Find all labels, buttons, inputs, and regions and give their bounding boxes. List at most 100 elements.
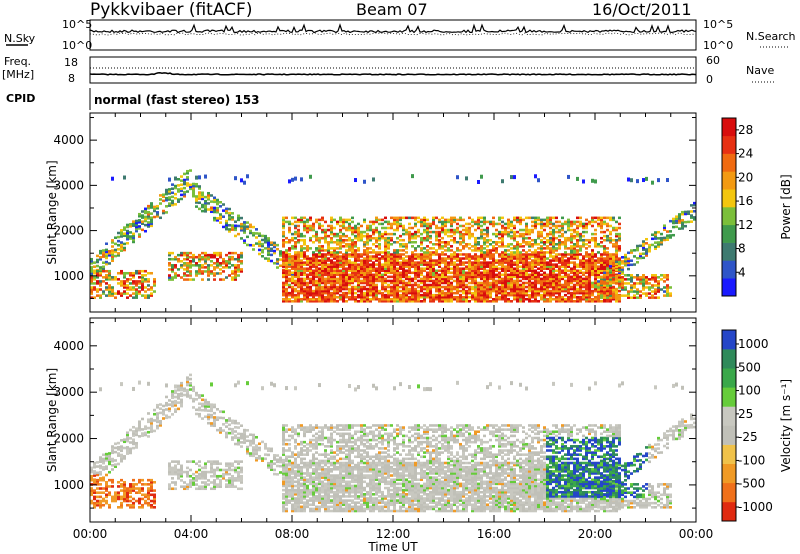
data-cell [108,276,111,279]
data-cell [270,253,273,257]
data-cell [483,283,486,287]
data-cell [477,216,480,220]
data-cell [399,273,402,277]
data-cell [537,253,540,256]
data-cell [174,274,177,277]
data-cell [606,222,609,226]
data-cell [357,232,360,236]
data-cell [315,238,318,242]
data-cell [486,240,489,244]
data-cell [462,257,465,260]
data-cell [150,292,153,295]
data-cell [339,277,342,281]
data-cell [192,194,195,198]
data-cell [393,300,396,303]
data-cell [549,285,552,289]
data-cell [411,174,414,179]
data-cell [441,279,444,283]
data-cell [522,234,525,238]
data-cell [327,285,330,289]
data-cell [513,255,516,258]
data-cell [306,230,309,234]
data-cell [96,260,99,264]
data-cell [420,269,423,273]
data-cell [600,282,603,285]
data-cell [210,210,213,214]
data-cell [372,287,375,291]
data-cell [555,220,558,224]
data-cell [357,247,360,250]
data-cell [327,251,330,254]
data-cell [585,281,588,285]
data-cell [276,258,279,261]
data-cell [582,240,585,244]
data-cell [558,285,561,289]
data-cell [594,228,597,232]
data-cell [492,247,495,250]
data-cell [369,289,372,293]
data-cell [471,234,474,238]
data-cell [348,243,351,246]
data-cell [408,271,411,275]
data-cell [381,255,384,258]
data-cell [501,226,504,230]
data-cell [540,218,543,222]
data-cell [114,276,117,279]
data-cell [420,293,423,297]
data-cell [228,251,231,255]
data-cell [468,263,471,266]
data-cell [414,293,417,297]
data-cell [321,297,324,301]
data-cell [441,261,444,264]
data-cell [480,281,483,285]
data-cell [471,291,474,295]
data-cell [561,243,564,246]
data-cell [300,271,303,275]
data-cell [444,267,447,270]
data-cell [144,269,147,273]
data-cell [408,230,411,234]
data-cell [636,179,639,184]
data-cell [474,263,477,266]
data-cell [228,255,231,259]
data-cell [492,289,495,293]
data-cell [378,218,381,222]
data-cell [384,259,387,262]
data-cell [603,278,606,281]
data-cell [639,290,642,293]
data-cell [186,251,189,255]
data-cell [591,265,594,268]
data-cell [546,277,549,281]
data-cell [666,230,669,233]
data-cell [492,275,495,279]
data-cell [99,270,102,273]
data-cell [561,275,564,279]
data-cell [426,236,429,240]
data-cell [219,253,222,257]
data-cell [456,285,459,289]
data-cell [363,243,366,246]
data-cell [132,483,135,486]
data-cell [111,478,114,482]
data-cell [585,224,588,228]
data-cell [318,289,321,293]
data-cell [345,261,348,264]
data-cell [369,267,372,270]
data-cell [441,285,444,289]
data-cell [522,228,525,232]
data-cell [621,282,624,285]
data-cell [474,249,477,252]
data-cell [357,259,360,262]
data-cell [123,438,126,441]
data-cell [573,230,576,234]
data-cell [321,259,324,262]
data-cell [354,269,357,273]
data-cell [168,198,171,201]
data-cell [276,260,279,263]
data-cell [321,265,324,268]
data-cell [375,263,378,266]
data-cell [663,294,666,297]
data-cell [576,230,579,234]
data-cell [132,503,135,507]
data-cell [126,437,129,441]
